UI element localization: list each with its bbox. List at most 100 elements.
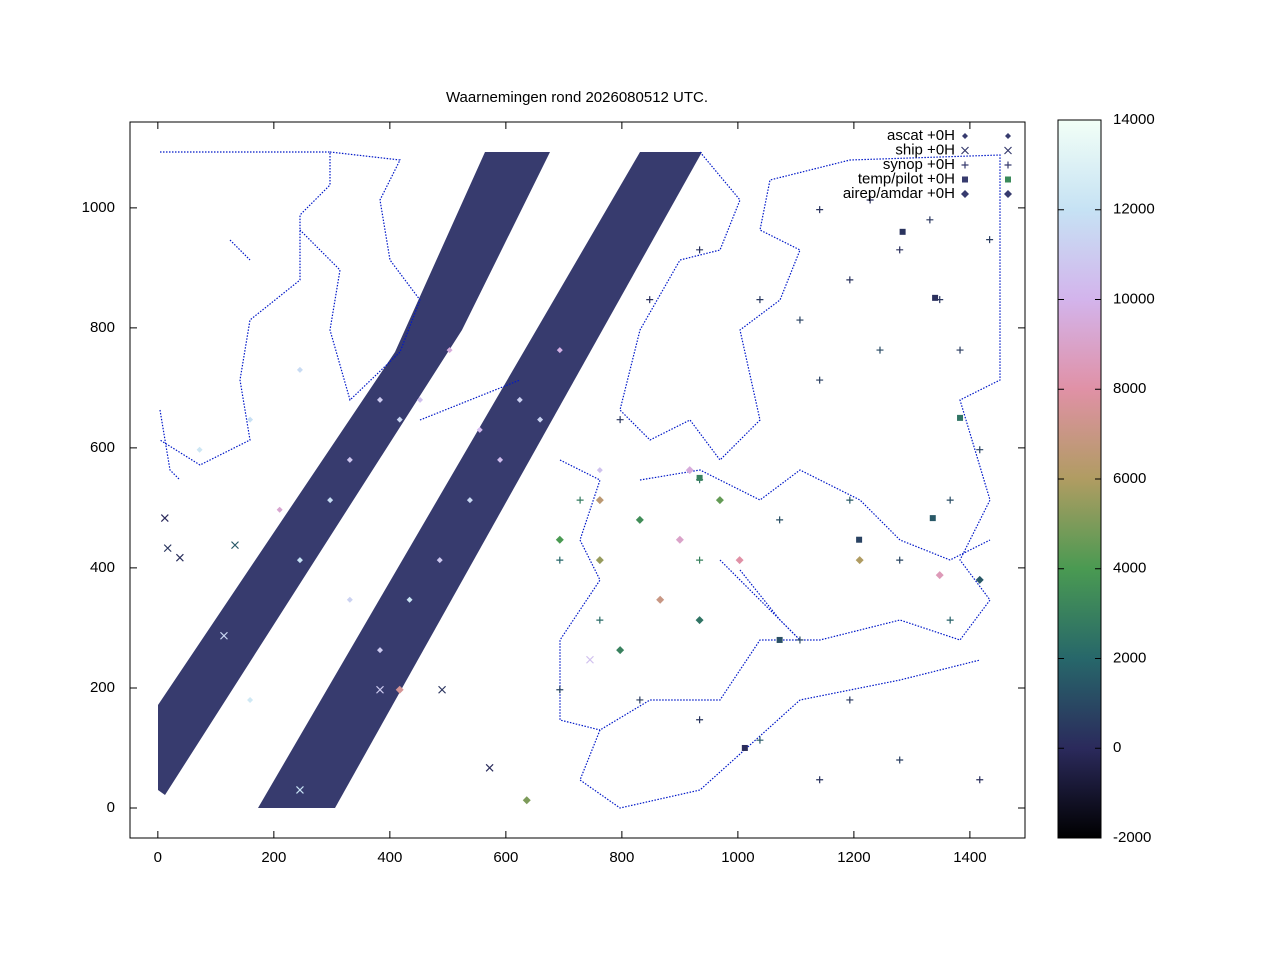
point (276, 506, 283, 513)
coastline (559, 459, 991, 731)
point (935, 571, 944, 580)
point (576, 496, 584, 504)
point (956, 346, 964, 354)
point (522, 796, 531, 805)
point (537, 416, 544, 423)
legend-marker (961, 146, 969, 155)
x-tick-label: 400 (377, 849, 402, 866)
point (596, 616, 604, 624)
legend-marker (1005, 133, 1011, 139)
coastline (159, 239, 521, 481)
point (436, 557, 443, 564)
y-tick-label: 200 (90, 679, 115, 696)
point (741, 744, 748, 751)
chart-title: Waarnemingen rond 2026080512 UTC. (446, 89, 708, 106)
coastlines (159, 151, 1001, 809)
point (776, 636, 783, 643)
point (497, 456, 504, 463)
x-tick-label: 0 (154, 849, 162, 866)
colorbar-tick-label: 8000 (1113, 380, 1146, 397)
point (866, 196, 874, 204)
colorbar-tick-label: -2000 (1113, 829, 1151, 846)
point (635, 515, 644, 524)
point (296, 557, 303, 564)
point (976, 776, 984, 784)
point (516, 396, 523, 403)
y-tick-label: 400 (90, 559, 115, 576)
colorbar-tick-label: 6000 (1113, 470, 1146, 487)
ascat-swath (158, 152, 550, 795)
point (466, 497, 473, 504)
point (929, 515, 936, 522)
point (685, 466, 694, 475)
y-tick-label: 800 (90, 319, 115, 336)
x-tick-label: 1400 (953, 849, 986, 866)
point (986, 236, 994, 244)
colorbar-tick-label: 0 (1113, 739, 1121, 756)
point (396, 416, 403, 423)
x-tick-label: 600 (493, 849, 518, 866)
point (247, 416, 254, 423)
colorbar-tick-label: 12000 (1113, 201, 1155, 218)
legend-label: ascat +0H (887, 127, 955, 144)
colorbar-tick-label: 14000 (1113, 111, 1155, 128)
point (976, 446, 984, 454)
point (816, 376, 824, 384)
swaths (158, 152, 702, 808)
colorbar (1057, 119, 1102, 839)
legend-label: ship +0H (895, 141, 955, 158)
point (296, 786, 304, 794)
point (231, 541, 239, 550)
data-points (160, 196, 994, 805)
legend-marker (1004, 146, 1012, 155)
colorbar-tick-label: 4000 (1113, 560, 1146, 577)
point (376, 647, 383, 654)
point (196, 446, 203, 453)
point (163, 544, 172, 553)
point (776, 516, 784, 524)
colorbar-tick-label: 2000 (1113, 649, 1146, 666)
point (756, 736, 764, 744)
point (556, 347, 563, 354)
point (696, 246, 704, 254)
point (556, 556, 564, 564)
point (376, 685, 384, 694)
point (876, 346, 884, 354)
point (296, 366, 303, 373)
point (586, 655, 594, 664)
point (220, 631, 228, 640)
point (957, 414, 964, 421)
coastline (579, 151, 1001, 809)
legend-marker (961, 190, 969, 198)
point (846, 496, 854, 504)
point (656, 595, 665, 604)
point (975, 575, 984, 584)
point (855, 556, 864, 565)
point (446, 347, 453, 354)
point (816, 776, 824, 784)
point (816, 206, 824, 214)
point (696, 556, 704, 564)
point (595, 496, 604, 505)
x-tick-label: 800 (609, 849, 634, 866)
point (438, 685, 446, 694)
point (756, 296, 764, 304)
point (556, 686, 564, 694)
point (646, 296, 654, 304)
point (899, 228, 906, 235)
point (160, 514, 169, 523)
legend-marker (1004, 161, 1012, 169)
point (595, 556, 604, 565)
point (395, 685, 404, 694)
point (247, 696, 254, 703)
point (696, 474, 703, 481)
point (675, 535, 684, 544)
legend-label: synop +0H (883, 156, 955, 173)
point (926, 216, 934, 224)
y-tick-label: 1000 (82, 199, 115, 216)
legend-label: airep/amdar +0H (843, 185, 955, 202)
y-tick-label: 600 (90, 439, 115, 456)
legend-marker (1005, 176, 1011, 183)
point (696, 716, 704, 724)
